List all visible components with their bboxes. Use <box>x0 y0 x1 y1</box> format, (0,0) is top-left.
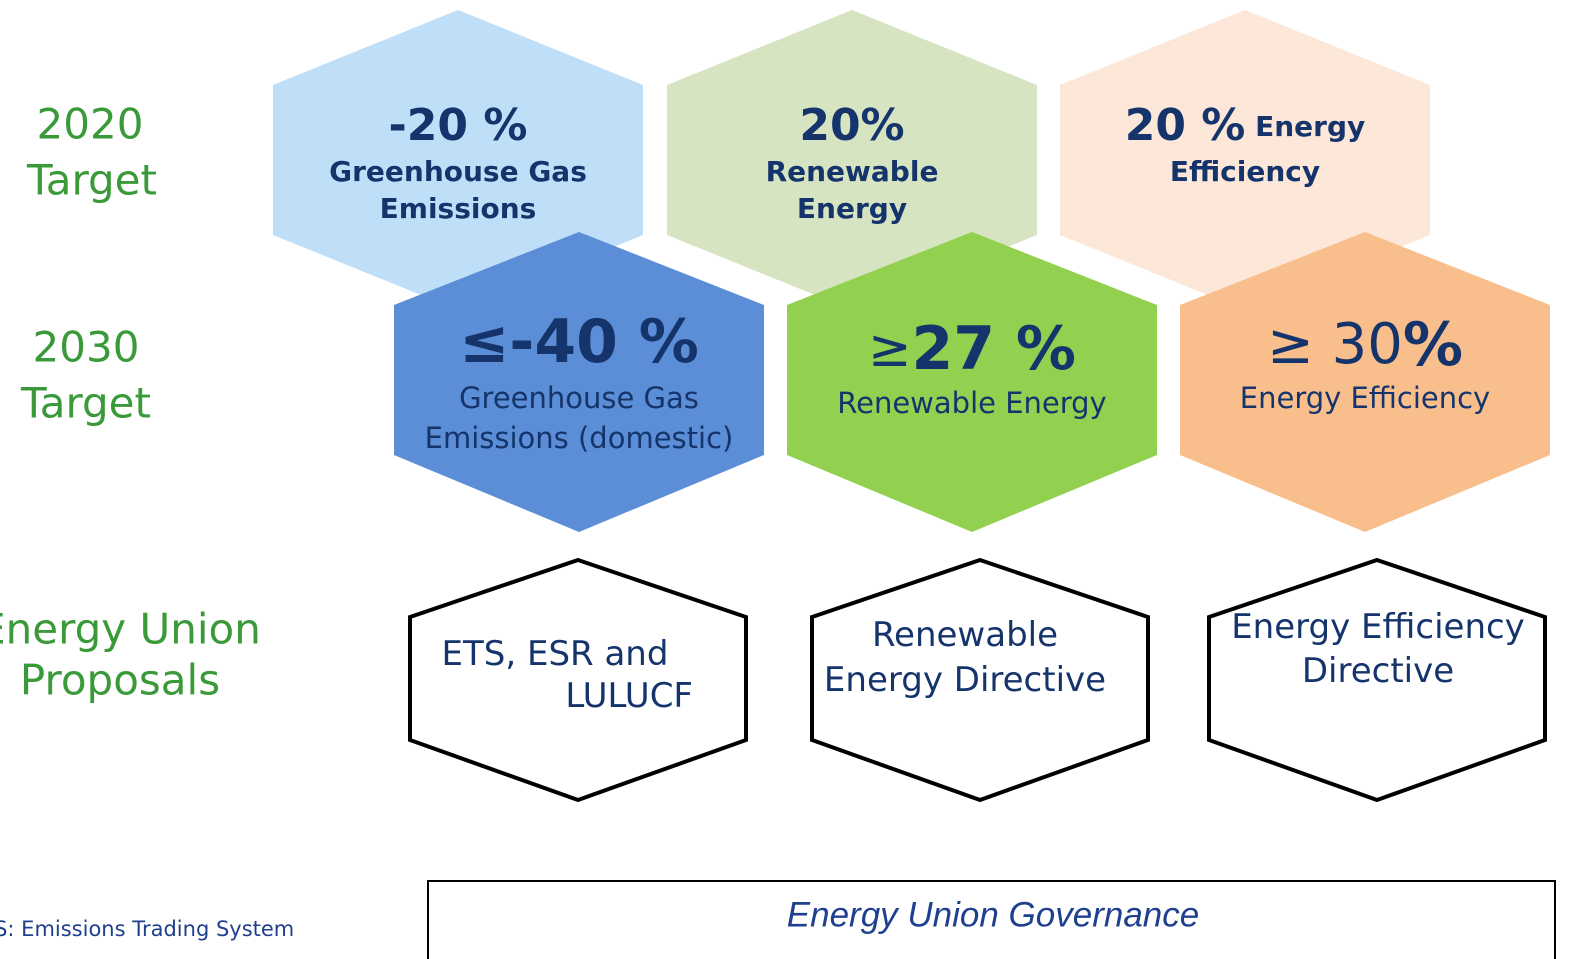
row-label: Target <box>20 379 151 428</box>
footnote: ETS: Emissions Trading System <box>0 917 294 941</box>
row-label: Target <box>26 156 157 205</box>
headline: ≤-40 % <box>459 307 699 377</box>
hex-label: Emissions <box>380 192 537 225</box>
hex-label: Energy Efficiency <box>1231 607 1525 647</box>
text-run: Renewable Energy <box>837 386 1106 420</box>
hex-label: Renewable Energy <box>837 386 1106 420</box>
hex-label: LULUCF <box>565 676 693 716</box>
hexagon <box>273 10 643 310</box>
hexagon <box>394 232 764 532</box>
hexagon <box>1207 557 1547 803</box>
headline: 20% <box>799 100 904 151</box>
text-run: Energy Directive <box>824 660 1106 700</box>
hexagon <box>810 557 1150 803</box>
governance-label: Energy Union Governance <box>787 895 1199 934</box>
hexagon <box>667 10 1037 310</box>
text-run: Greenhouse Gas <box>459 381 699 415</box>
headline: -20 % <box>389 100 528 151</box>
text-run: Greenhouse Gas <box>329 155 587 188</box>
hex-label: Energy <box>797 192 907 225</box>
hex-label: Directive <box>1302 651 1454 691</box>
text-run: % <box>1403 310 1463 380</box>
text-run: 27 % <box>912 314 1077 384</box>
governance-box <box>427 880 1556 959</box>
hexagon <box>1180 232 1550 532</box>
text-run: Renewable <box>766 155 939 188</box>
hex-label: Renewable <box>872 615 1058 655</box>
hex-label: Greenhouse Gas <box>459 381 699 415</box>
text-run: ≤-40 % <box>459 307 699 377</box>
text-run: -20 % <box>389 100 528 151</box>
hex-label: Renewable <box>766 155 939 188</box>
hex-label: Efficiency <box>1170 155 1320 188</box>
text-run: Energy <box>1245 110 1365 143</box>
hex-label: ETS, ESR and <box>442 634 669 674</box>
text-run: Renewable <box>872 615 1058 655</box>
hexagon <box>787 232 1157 532</box>
row-label: 2030 <box>33 323 140 372</box>
headline: ≥27 % <box>868 314 1076 384</box>
text-run: LULUCF <box>565 676 693 716</box>
row-label: Proposals <box>20 656 220 705</box>
row-label: Energy Union <box>0 605 261 654</box>
headline: ≥ 30% <box>1267 310 1463 380</box>
text-run: ≥ <box>868 319 912 379</box>
text-run: Energy <box>797 192 907 225</box>
hex-label: Greenhouse Gas <box>329 155 587 188</box>
hex-label: Emissions (domestic) <box>425 421 734 455</box>
text-run: Emissions (domestic) <box>425 421 734 455</box>
text-run: ETS, ESR and <box>442 634 669 674</box>
text-run: ≥ 30 <box>1267 312 1403 377</box>
text-run: Emissions <box>380 192 537 225</box>
headline: 20 % Energy <box>1125 100 1366 151</box>
hex-label: Energy Efficiency <box>1240 381 1490 415</box>
text-run: Directive <box>1302 651 1454 691</box>
hexagon <box>1060 10 1430 310</box>
hex-label: Energy Directive <box>824 660 1106 700</box>
text-run: 20% <box>799 100 904 151</box>
hexagon <box>408 557 748 803</box>
text-run: 20 % <box>1125 100 1246 151</box>
row-label: 2020 <box>37 100 144 149</box>
text-run: Energy Efficiency <box>1231 607 1525 647</box>
text-run: Energy Efficiency <box>1240 381 1490 415</box>
text-run: Efficiency <box>1170 155 1320 188</box>
